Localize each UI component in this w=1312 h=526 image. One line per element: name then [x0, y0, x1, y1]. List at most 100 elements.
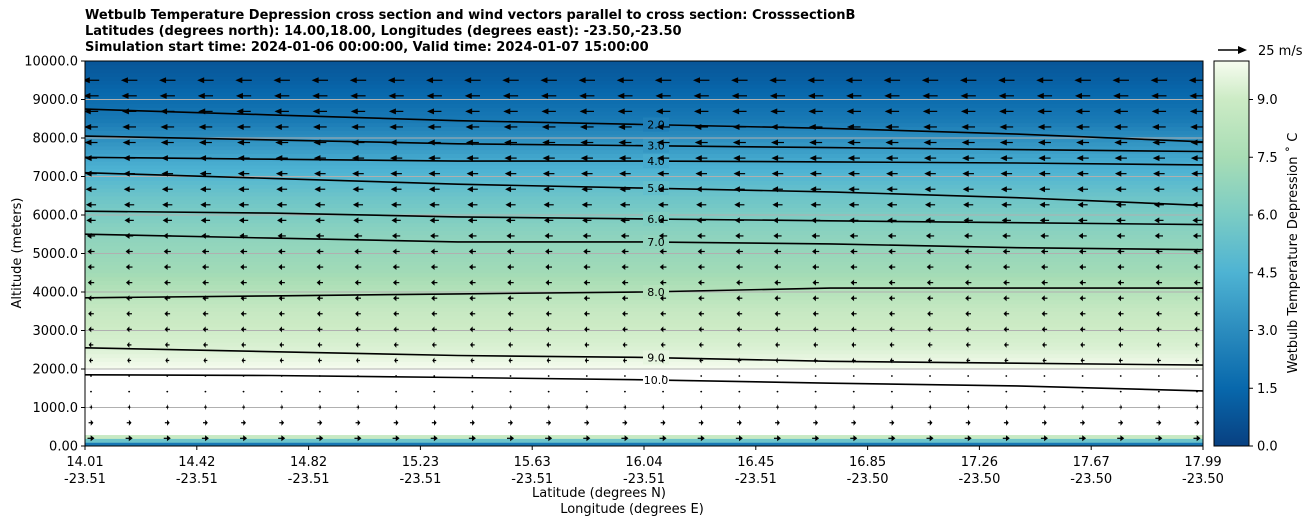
wind-vector	[238, 217, 249, 224]
wind-vector	[1113, 108, 1128, 115]
wind-vector	[507, 279, 514, 286]
contour-fill-band	[85, 114, 1203, 120]
wind-vector	[466, 170, 479, 177]
wind-vector	[1078, 248, 1087, 255]
wind-vector	[432, 357, 437, 364]
wind-vector	[737, 341, 742, 348]
wind-vector	[429, 217, 439, 224]
wind-vector	[813, 357, 818, 364]
wind-vector	[812, 264, 819, 271]
wind-vector	[505, 201, 516, 208]
wind-vector	[426, 92, 442, 99]
wind-vector	[89, 357, 93, 364]
wind-vector	[1117, 264, 1125, 271]
wind-vector	[88, 310, 94, 317]
wind-vector	[278, 310, 285, 317]
wind-vector	[1037, 123, 1052, 130]
wind-vector	[924, 186, 936, 193]
wind-vector	[469, 264, 476, 271]
contour-fill-band	[85, 280, 1203, 285]
wind-vector	[316, 435, 324, 442]
wind-vector	[163, 264, 171, 271]
wind-vector	[1037, 108, 1052, 115]
wind-vector	[275, 139, 289, 146]
wind-vector	[203, 357, 208, 364]
wind-vector	[85, 108, 99, 115]
wind-vector	[923, 139, 937, 146]
colorbar-gradient	[1213, 60, 1250, 447]
wind-vector	[1155, 435, 1163, 442]
wind-vector	[1194, 341, 1200, 348]
wind-vector	[1193, 248, 1201, 255]
wind-vector	[661, 357, 666, 364]
wind-vector	[166, 390, 169, 393]
wind-vector	[395, 375, 398, 377]
wind-vector	[124, 201, 135, 208]
wind-vector	[966, 357, 971, 364]
wind-vector	[735, 248, 743, 255]
wind-vector	[1041, 310, 1048, 317]
wind-vector	[352, 170, 364, 177]
wind-vector	[87, 248, 95, 255]
wind-vector	[278, 279, 285, 286]
contour-fill-band	[85, 315, 1203, 320]
wind-vector	[775, 341, 780, 348]
contour-fill-band	[85, 107, 1203, 112]
wind-vector	[316, 295, 323, 302]
quiver-key-arrowhead	[1238, 46, 1247, 54]
wind-vector	[1119, 375, 1122, 377]
wind-vector	[1076, 139, 1090, 146]
wind-vector	[851, 341, 857, 348]
wind-vector	[547, 390, 550, 393]
wind-vector	[657, 201, 669, 208]
wind-vector	[884, 108, 900, 115]
contour-fill-band	[85, 422, 1203, 428]
wind-vector	[430, 435, 438, 442]
contour-fill-band	[85, 168, 1203, 174]
wind-vector	[581, 170, 593, 177]
wind-vector	[618, 123, 632, 130]
plot-area: 2.03.04.05.06.07.08.09.010.0	[84, 60, 1204, 447]
wind-vector	[1157, 404, 1161, 411]
wind-vector	[1195, 357, 1199, 364]
contour-fill-band	[85, 253, 1203, 258]
wind-vector	[736, 310, 743, 317]
wind-vector	[469, 295, 476, 302]
wind-vector	[661, 404, 665, 411]
wind-vector	[850, 279, 857, 286]
wind-vector	[812, 248, 820, 255]
wind-vector	[770, 123, 785, 130]
wind-vector	[506, 232, 515, 239]
wind-vector	[163, 435, 171, 442]
wind-vector	[1153, 186, 1165, 193]
wind-vector	[127, 404, 131, 411]
wind-vector	[964, 279, 972, 286]
wind-vector	[431, 310, 438, 317]
contour-fill-band	[85, 172, 1203, 178]
wind-vector	[616, 77, 634, 84]
wind-vector	[465, 139, 479, 146]
wind-vector	[355, 341, 361, 348]
wind-vector	[393, 310, 399, 317]
wind-vector	[734, 201, 745, 208]
wind-vector	[1039, 186, 1050, 193]
y-tick-label: 9000.0	[33, 93, 79, 108]
contour-label: 6.0	[647, 213, 665, 226]
wind-vector	[929, 390, 931, 393]
wind-vector	[1118, 357, 1123, 364]
wind-vector	[355, 326, 361, 333]
x-tick-label-latitude: 14.42	[178, 455, 215, 470]
wind-vector	[199, 186, 211, 193]
wind-vector	[845, 77, 862, 84]
wind-vector	[695, 186, 707, 193]
wind-vector	[963, 217, 973, 224]
wind-vector	[545, 295, 552, 302]
wind-vector	[1075, 108, 1090, 115]
wind-vector	[316, 264, 324, 271]
wind-vector	[317, 357, 322, 364]
wind-vector	[737, 357, 742, 364]
wind-vector	[622, 357, 627, 364]
wind-vector	[660, 295, 667, 302]
wind-vector	[88, 419, 94, 426]
wind-vector	[925, 232, 935, 239]
